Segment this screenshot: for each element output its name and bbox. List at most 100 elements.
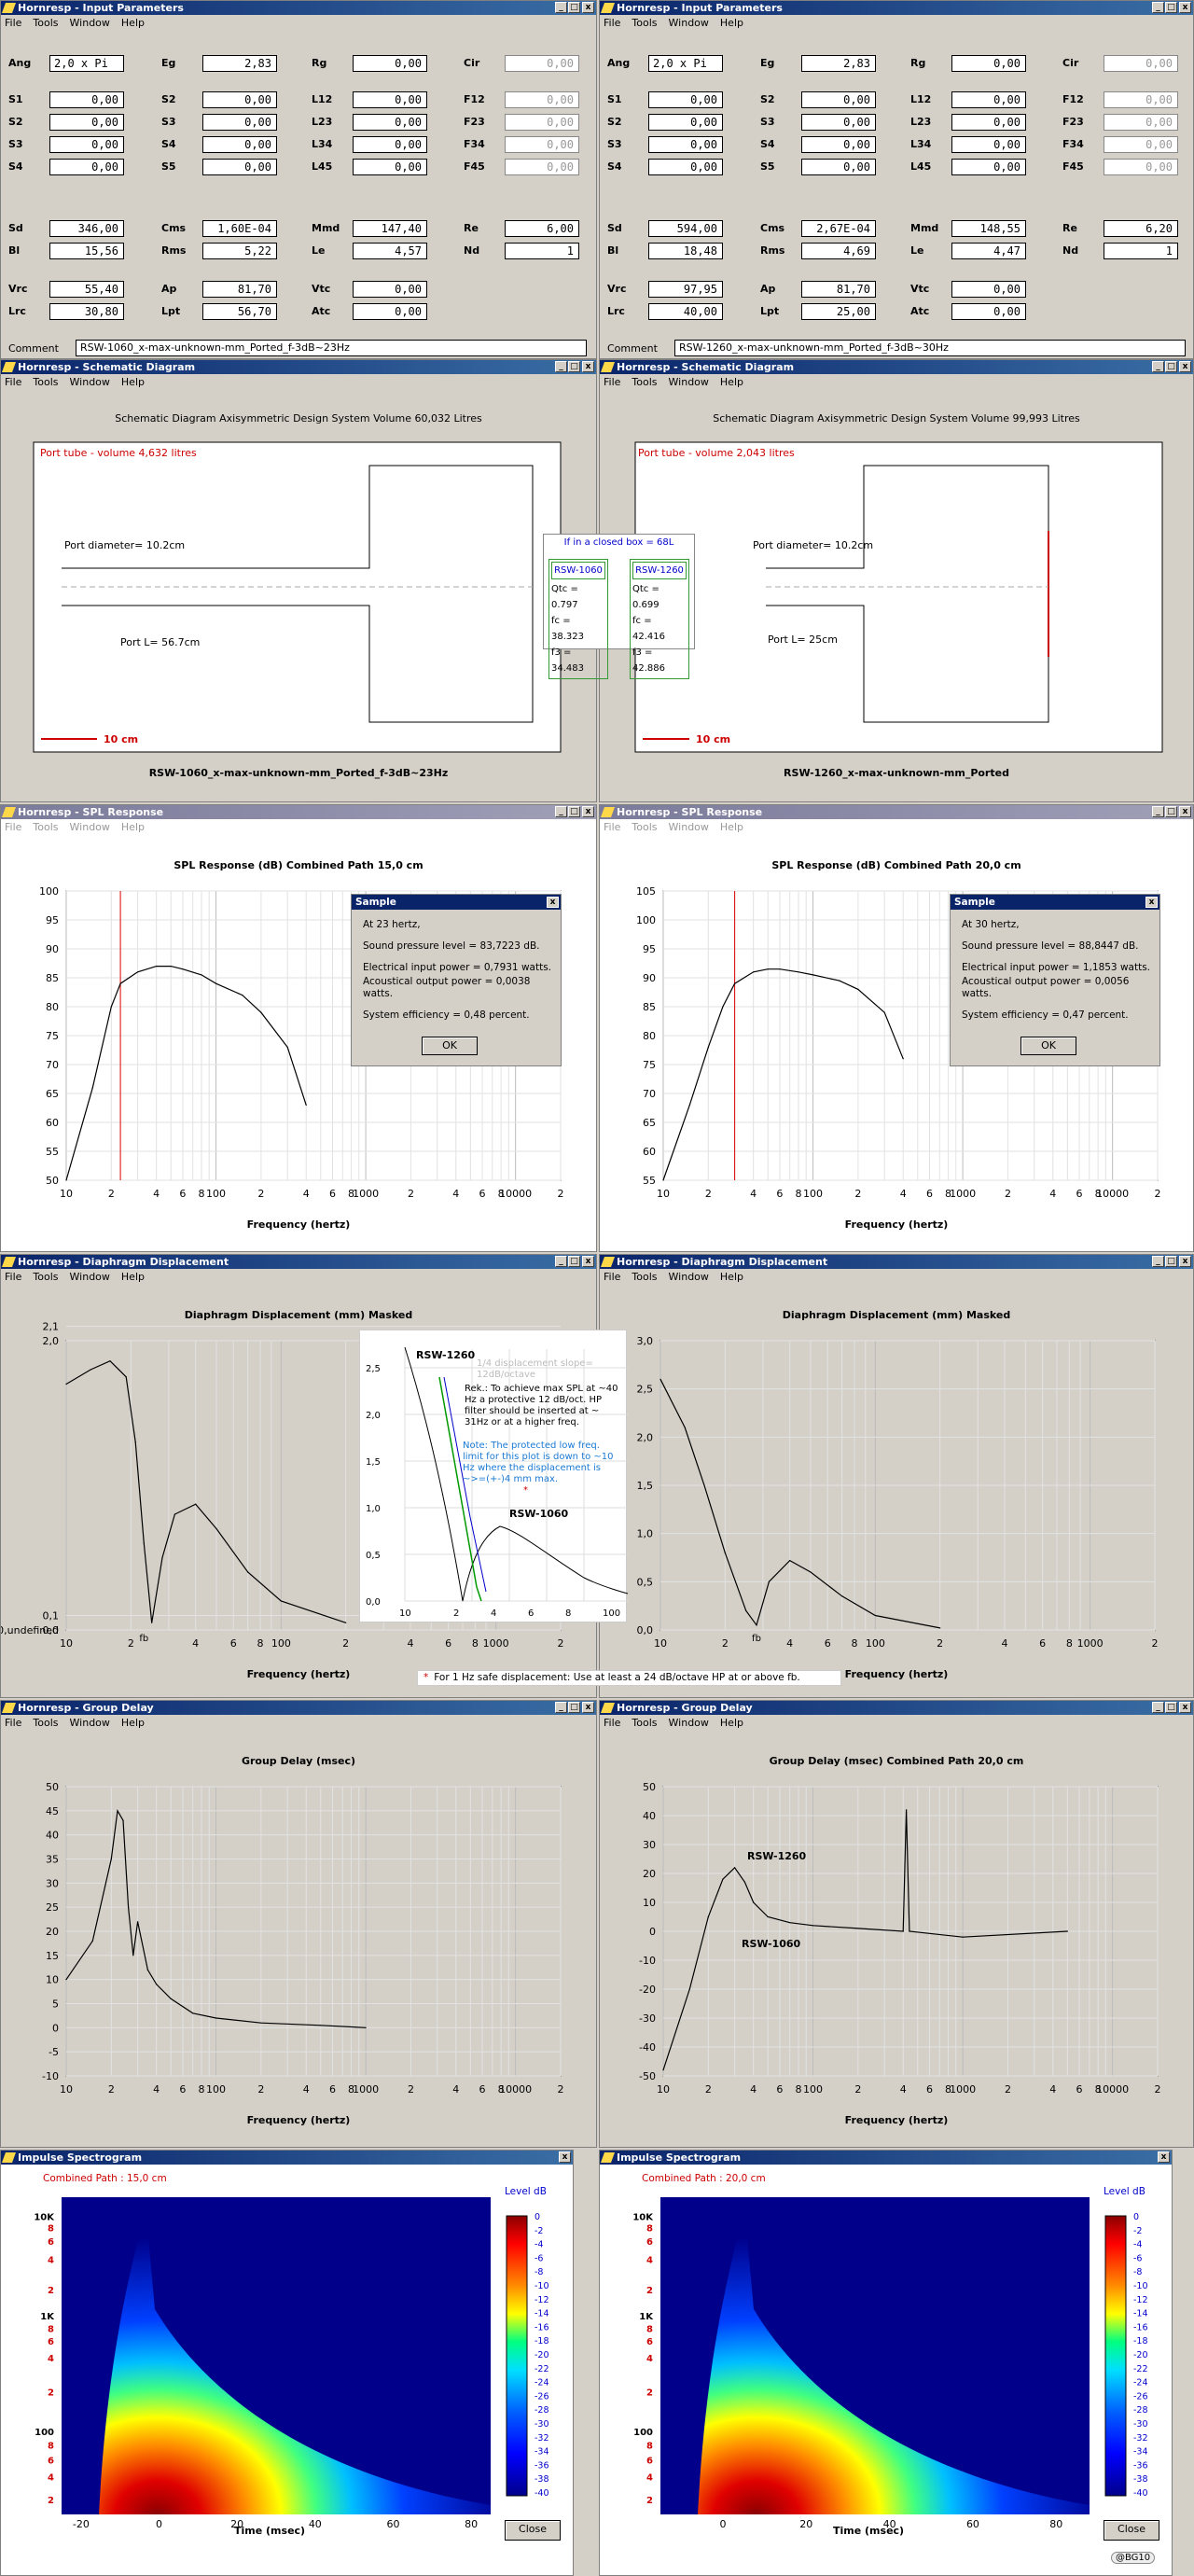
- param-input[interactable]: 1: [505, 243, 579, 259]
- close-button[interactable]: x: [582, 2, 594, 13]
- menu-file[interactable]: File: [604, 17, 621, 29]
- param-input[interactable]: 2,0 x Pi: [49, 55, 124, 72]
- menu-tools[interactable]: Tools: [33, 17, 59, 29]
- param-input[interactable]: 0,00: [353, 55, 427, 72]
- menu-tools[interactable]: Tools: [632, 1717, 658, 1729]
- param-input[interactable]: 0,00: [1104, 159, 1178, 175]
- param-input[interactable]: 0,00: [648, 159, 723, 175]
- close-button[interactable]: x: [559, 2151, 571, 2163]
- minimize-button[interactable]: _: [555, 1702, 567, 1713]
- param-input[interactable]: 0,00: [353, 159, 427, 175]
- param-input[interactable]: 0,00: [505, 55, 579, 72]
- menu-file[interactable]: File: [5, 376, 22, 388]
- menu-tools[interactable]: Tools: [33, 821, 59, 833]
- maximize-button[interactable]: □: [568, 1702, 580, 1713]
- minimize-button[interactable]: _: [1152, 806, 1164, 817]
- param-input[interactable]: 1,60E-04: [202, 220, 277, 237]
- maximize-button[interactable]: □: [568, 806, 580, 817]
- param-input[interactable]: 594,00: [648, 220, 723, 237]
- menu-help[interactable]: Help: [719, 376, 743, 388]
- param-input[interactable]: 0,00: [951, 159, 1026, 175]
- comment-field[interactable]: RSW-1060_x-max-unknown-mm_Ported_f-3dB~2…: [76, 340, 587, 356]
- param-input[interactable]: 25,00: [801, 303, 876, 320]
- param-input[interactable]: 0,00: [353, 303, 427, 320]
- menu-tools[interactable]: Tools: [33, 376, 59, 388]
- close-button[interactable]: x: [1179, 361, 1191, 372]
- menu-tools[interactable]: Tools: [632, 376, 658, 388]
- param-input[interactable]: 147,40: [353, 220, 427, 237]
- param-input[interactable]: 0,00: [951, 303, 1026, 320]
- param-input[interactable]: 0,00: [353, 114, 427, 131]
- maximize-button[interactable]: □: [568, 1256, 580, 1267]
- maximize-button[interactable]: □: [1165, 1256, 1177, 1267]
- menu-tools[interactable]: Tools: [632, 1271, 658, 1283]
- menu-file[interactable]: File: [5, 17, 22, 29]
- menu-help[interactable]: Help: [719, 1717, 743, 1729]
- close-button[interactable]: x: [582, 1256, 594, 1267]
- close-button[interactable]: x: [582, 361, 594, 372]
- param-input[interactable]: 30,80: [49, 303, 124, 320]
- close-button[interactable]: x: [1179, 1702, 1191, 1713]
- param-input[interactable]: 2,0 x Pi: [648, 55, 723, 72]
- menu-tools[interactable]: Tools: [632, 17, 658, 29]
- param-input[interactable]: 0,00: [505, 91, 579, 108]
- menu-help[interactable]: Help: [719, 17, 743, 29]
- menu-help[interactable]: Help: [120, 1717, 145, 1729]
- param-input[interactable]: 148,55: [951, 220, 1026, 237]
- close-button[interactable]: x: [582, 806, 594, 817]
- param-input[interactable]: 4,47: [951, 243, 1026, 259]
- param-input[interactable]: 0,00: [1104, 55, 1178, 72]
- minimize-button[interactable]: _: [1152, 361, 1164, 372]
- close-button[interactable]: x: [1145, 897, 1158, 908]
- comment-field[interactable]: RSW-1260_x-max-unknown-mm_Ported_f-3dB~3…: [674, 340, 1186, 356]
- param-input[interactable]: 40,00: [648, 303, 723, 320]
- param-input[interactable]: 0,00: [951, 91, 1026, 108]
- menu-window[interactable]: Window: [69, 376, 110, 388]
- minimize-button[interactable]: _: [555, 1256, 567, 1267]
- minimize-button[interactable]: _: [1152, 1256, 1164, 1267]
- param-input[interactable]: 0,00: [801, 136, 876, 153]
- param-input[interactable]: 15,56: [49, 243, 124, 259]
- param-input[interactable]: 0,00: [1104, 91, 1178, 108]
- menu-help[interactable]: Help: [120, 1271, 145, 1283]
- ok-button[interactable]: OK: [422, 1037, 478, 1055]
- menu-tools[interactable]: Tools: [33, 1271, 59, 1283]
- param-input[interactable]: 97,95: [648, 281, 723, 298]
- menu-file[interactable]: File: [5, 1717, 22, 1729]
- param-input[interactable]: 2,83: [202, 55, 277, 72]
- param-input[interactable]: 0,00: [648, 136, 723, 153]
- param-input[interactable]: 0,00: [951, 55, 1026, 72]
- close-button[interactable]: x: [1179, 2, 1191, 13]
- param-input[interactable]: 0,00: [49, 114, 124, 131]
- minimize-button[interactable]: _: [1152, 1702, 1164, 1713]
- menu-help[interactable]: Help: [120, 376, 145, 388]
- maximize-button[interactable]: □: [568, 361, 580, 372]
- minimize-button[interactable]: _: [1152, 2, 1164, 13]
- menu-file[interactable]: File: [5, 821, 22, 833]
- menu-window[interactable]: Window: [69, 17, 110, 29]
- menu-help[interactable]: Help: [120, 821, 145, 833]
- menu-tools[interactable]: Tools: [632, 821, 658, 833]
- param-input[interactable]: 0,00: [202, 114, 277, 131]
- menu-file[interactable]: File: [604, 376, 621, 388]
- menu-window[interactable]: Window: [69, 1271, 110, 1283]
- param-input[interactable]: 0,00: [801, 114, 876, 131]
- param-input[interactable]: 0,00: [505, 114, 579, 131]
- menu-window[interactable]: Window: [668, 17, 709, 29]
- param-input[interactable]: 0,00: [648, 114, 723, 131]
- param-input[interactable]: 56,70: [202, 303, 277, 320]
- maximize-button[interactable]: □: [1165, 806, 1177, 817]
- param-input[interactable]: 0,00: [1104, 136, 1178, 153]
- minimize-button[interactable]: _: [555, 2, 567, 13]
- maximize-button[interactable]: □: [1165, 2, 1177, 13]
- menu-file[interactable]: File: [5, 1271, 22, 1283]
- param-input[interactable]: 0,00: [49, 91, 124, 108]
- ok-button[interactable]: OK: [1020, 1037, 1076, 1055]
- param-input[interactable]: 4,57: [353, 243, 427, 259]
- param-input[interactable]: 0,00: [353, 136, 427, 153]
- maximize-button[interactable]: □: [1165, 361, 1177, 372]
- param-input[interactable]: 5,22: [202, 243, 277, 259]
- param-input[interactable]: 0,00: [49, 159, 124, 175]
- param-input[interactable]: 6,20: [1104, 220, 1178, 237]
- param-input[interactable]: 0,00: [202, 136, 277, 153]
